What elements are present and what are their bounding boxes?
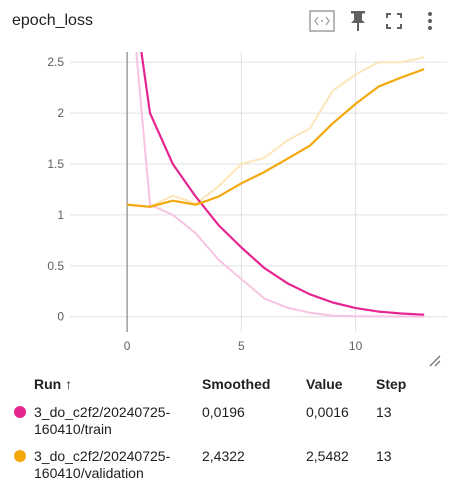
pin-icon [349, 10, 367, 32]
y-tick-label: 0 [57, 310, 64, 324]
data-selection-icon [309, 10, 335, 32]
run-name-cont: 160410/train [34, 421, 194, 438]
header-step[interactable]: Step [372, 374, 410, 400]
run-name: 3_do_c2f2/20240725- [34, 404, 194, 421]
smoothed-value: 2,4322 [198, 444, 302, 488]
runs-table: Run ↑ Smoothed Value Step 3_do_c2f2/2024… [10, 374, 410, 488]
validation-smoothed-line [127, 69, 424, 207]
y-tick-label: 2.5 [47, 55, 64, 69]
table-row: 3_do_c2f2/20240725- 160410/train 0,0196 … [10, 400, 410, 444]
pin-button[interactable] [340, 8, 376, 34]
smoothed-value: 0,0196 [198, 400, 302, 444]
more-vert-icon [426, 11, 434, 31]
runs-table-header: Run ↑ Smoothed Value Step [10, 374, 410, 400]
table-row: 3_do_c2f2/20240725- 160410/validation 2,… [10, 444, 410, 488]
step-value: 13 [372, 444, 410, 488]
run-name-cont: 160410/validation [34, 465, 194, 482]
card-title: epoch_loss [12, 12, 93, 30]
data-selection-button[interactable] [304, 8, 340, 34]
header-run[interactable]: Run ↑ [30, 374, 198, 400]
header-value[interactable]: Value [302, 374, 372, 400]
run-name: 3_do_c2f2/20240725- [34, 448, 194, 465]
step-value: 13 [372, 400, 410, 444]
raw-value: 2,5482 [302, 444, 372, 488]
y-tick-label: 2 [57, 106, 64, 120]
run-color-dot [14, 406, 26, 418]
x-tick-label: 5 [238, 339, 245, 353]
fullscreen-button[interactable] [376, 8, 412, 34]
card-toolbar [304, 8, 448, 34]
run-color-dot [14, 450, 26, 462]
y-tick-label: 0.5 [47, 259, 64, 273]
y-tick-label: 1 [57, 208, 64, 222]
fullscreen-icon [385, 12, 403, 30]
validation-raw-line [127, 57, 424, 207]
resize-handle-icon[interactable] [428, 354, 442, 368]
line-chart[interactable]: 0 0.5 1 1.5 2 2.5 0 5 10 [0, 40, 458, 360]
x-tick-label: 0 [124, 339, 131, 353]
header-smoothed[interactable]: Smoothed [198, 374, 302, 400]
train-smoothed-line [127, 40, 424, 315]
x-tick-label: 10 [349, 339, 363, 353]
raw-value: 0,0016 [302, 400, 372, 444]
more-options-button[interactable] [412, 8, 448, 34]
y-tick-label: 1.5 [47, 157, 64, 171]
